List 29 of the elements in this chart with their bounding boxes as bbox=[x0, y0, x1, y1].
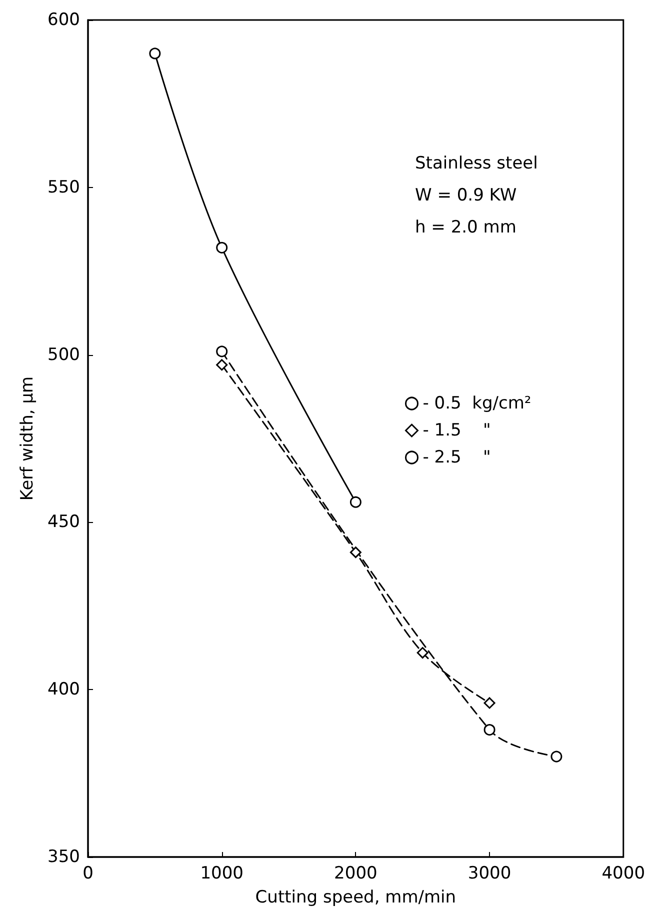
legend-label: - 0.5 kg/cm² bbox=[422, 394, 532, 414]
point bbox=[416, 647, 428, 659]
point bbox=[216, 346, 228, 358]
y-tick-label: 500 bbox=[48, 344, 80, 365]
point bbox=[350, 546, 362, 558]
x-tick-label: 1000 bbox=[200, 864, 244, 884]
point bbox=[216, 359, 228, 371]
x-tick-label: 4000 bbox=[602, 864, 645, 884]
x-tick-label: 3000 bbox=[468, 864, 512, 884]
y-axis-title: Kerf width, μm bbox=[18, 376, 38, 501]
y-tick-label: 600 bbox=[48, 10, 80, 30]
x-tick-label: 2000 bbox=[334, 864, 378, 884]
point bbox=[484, 724, 496, 736]
y-tick-label: 450 bbox=[48, 512, 80, 532]
y-tick-label: 550 bbox=[48, 177, 80, 198]
point bbox=[350, 496, 362, 508]
y-tick-label: 400 bbox=[48, 680, 80, 700]
point bbox=[216, 242, 228, 254]
y-tick-label: 350 bbox=[48, 847, 80, 867]
x-axis-title: Cutting speed, mm/min bbox=[255, 888, 456, 908]
annotation: h = 2.0 mm bbox=[415, 218, 516, 238]
point bbox=[484, 697, 496, 709]
annotation: Stainless steel bbox=[415, 154, 538, 174]
x-tick-label: 0 bbox=[82, 864, 94, 884]
annotation: W = 0.9 KW bbox=[415, 186, 517, 206]
point bbox=[550, 750, 562, 762]
legend-label: - 2.5 " bbox=[422, 448, 491, 468]
point bbox=[149, 48, 161, 60]
legend-label: - 1.5 " bbox=[422, 420, 491, 440]
